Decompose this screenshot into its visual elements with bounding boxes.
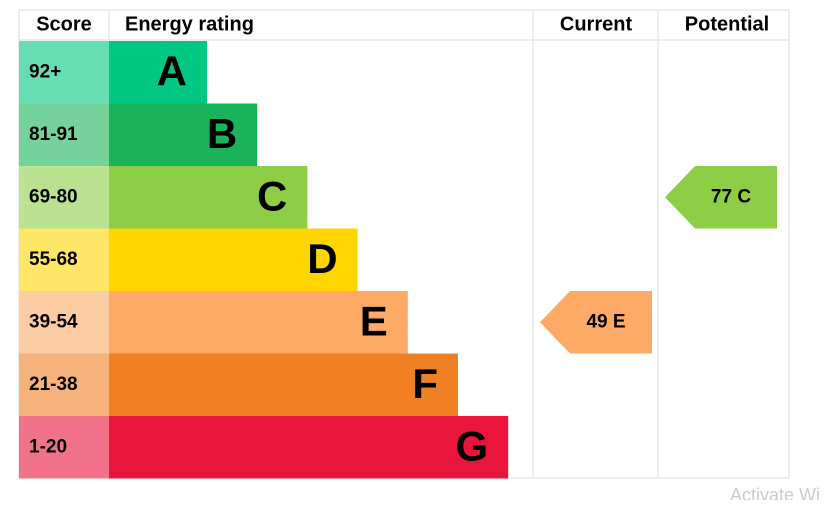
header-potential: Potential xyxy=(685,13,769,35)
score-range: 55-68 xyxy=(29,249,78,270)
score-range: 39-54 xyxy=(29,311,78,332)
score-range: 81-91 xyxy=(29,124,78,145)
potential-arrow xyxy=(665,166,777,229)
rating-letter: F xyxy=(412,360,438,407)
header-score: Score xyxy=(36,13,92,35)
score-cell xyxy=(19,416,109,479)
score-range: 69-80 xyxy=(29,186,78,207)
rating-bar xyxy=(109,103,258,166)
score-range: 92+ xyxy=(29,61,61,82)
watermark: Activate Wi xyxy=(730,485,820,500)
current-label: 49 E xyxy=(586,311,625,332)
rating-bar xyxy=(109,166,308,229)
rating-bar xyxy=(109,41,207,104)
rating-letter: D xyxy=(307,235,337,282)
rating-bar xyxy=(109,416,509,479)
score-range: 1-20 xyxy=(29,436,67,457)
rating-bar xyxy=(109,228,358,291)
score-cell xyxy=(19,166,109,229)
rating-letter: B xyxy=(207,110,237,157)
score-cell xyxy=(19,353,109,416)
potential-label: 77 C xyxy=(711,186,751,207)
rating-bar xyxy=(109,353,458,416)
rating-letter: G xyxy=(456,422,489,469)
rating-letter: A xyxy=(157,47,187,94)
score-range: 21-38 xyxy=(29,374,78,395)
score-cell xyxy=(19,103,109,166)
score-cell xyxy=(19,41,109,104)
score-cell xyxy=(19,228,109,291)
header-rating: Energy rating xyxy=(125,13,254,35)
current-arrow xyxy=(540,291,652,354)
score-cell xyxy=(19,291,109,354)
rating-letter: E xyxy=(360,297,388,344)
rating-letter: C xyxy=(257,172,287,219)
header-current: Current xyxy=(560,13,633,35)
rating-bar xyxy=(109,291,408,354)
